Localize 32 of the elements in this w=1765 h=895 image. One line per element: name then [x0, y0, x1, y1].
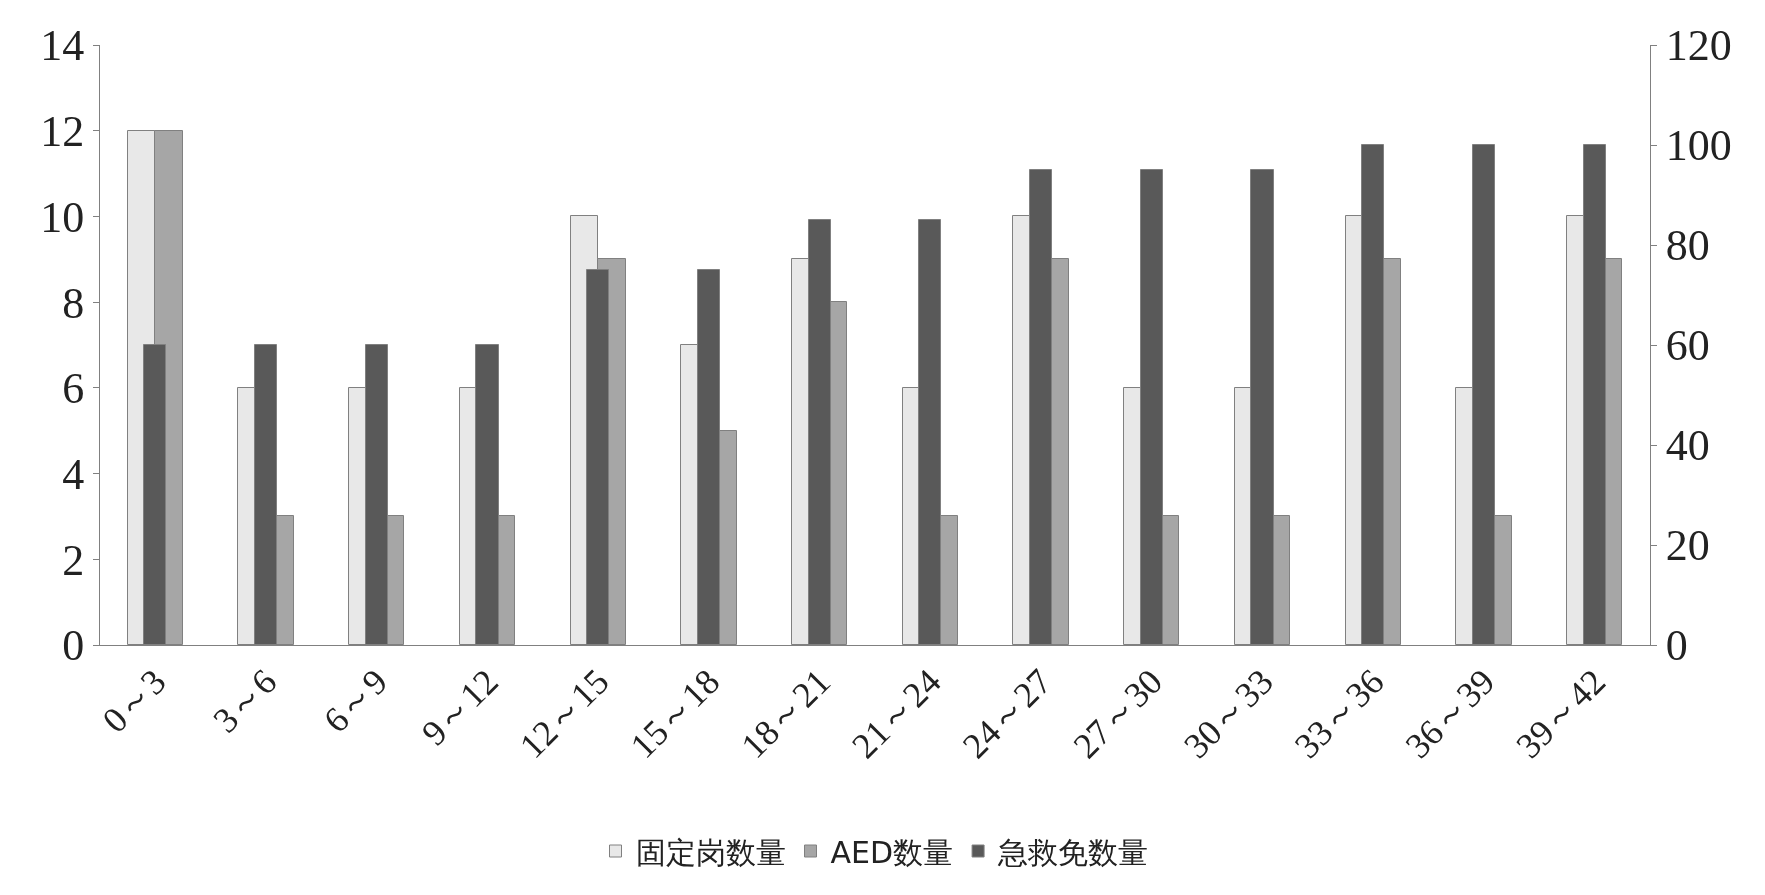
x-tick-label: 6～9: [315, 661, 396, 741]
y2-tick-label: 0: [1665, 621, 1688, 671]
y2-tick-label: 20: [1665, 521, 1710, 571]
y-tick-label: 8: [62, 278, 85, 328]
y2-tick-label: 100: [1665, 121, 1732, 171]
x-tick-label: 12～15: [511, 661, 617, 766]
legend-label: 固定岗数量: [635, 834, 786, 870]
y-tick-label: 10: [40, 192, 85, 242]
y2-tick-label: 40: [1665, 421, 1710, 471]
x-tick-label: 3～6: [205, 661, 285, 741]
legend-label: AED数量: [830, 834, 954, 870]
y2-tick-label: 80: [1665, 221, 1710, 271]
x-tick-label: 39～42: [1508, 661, 1614, 766]
y2-tick-label: 120: [1665, 21, 1732, 71]
y-tick-label: 4: [62, 449, 85, 499]
x-tick-label: 36～39: [1397, 661, 1503, 766]
y-tick-label: 0: [62, 621, 85, 671]
x-tick-label: 15～18: [622, 661, 728, 766]
x-tick-label: 30～33: [1176, 661, 1281, 766]
x-tick-label: 24～27: [954, 661, 1060, 766]
x-tick-label: 0～3: [94, 661, 174, 741]
y-tick-label: 6: [62, 364, 85, 414]
x-tick-label: 27～30: [1065, 661, 1171, 766]
y-tick-label: 14: [40, 21, 85, 71]
x-tick-label: 18～21: [733, 661, 839, 766]
y-tick-label: 12: [40, 107, 85, 157]
y2-tick-label: 60: [1665, 321, 1710, 371]
legend-label: 急救免数量: [997, 834, 1149, 870]
x-tick-label: 21～24: [844, 661, 949, 766]
x-tick-label: 33～36: [1286, 661, 1392, 766]
y-tick-label: 2: [62, 535, 85, 585]
x-tick-label: 9～12: [413, 661, 506, 754]
